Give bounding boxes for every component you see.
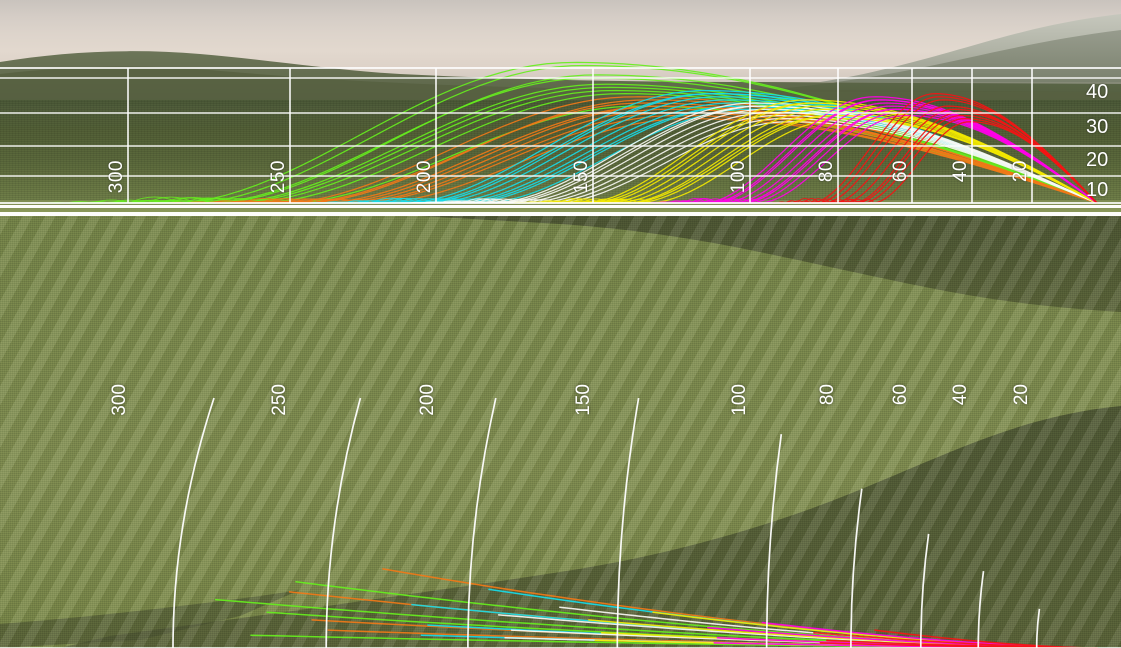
side-elevation-view: 300 250 200 150 100 80 60 40 20 40 30 20 10 — [0, 0, 1121, 212]
side-distance-label-300: 300 — [106, 160, 127, 194]
side-distance-label-150: 150 — [571, 160, 592, 194]
plan-distance-label-200: 200 — [417, 384, 438, 416]
distant-hills — [0, 14, 1121, 106]
side-height-label-10: 10 — [1086, 179, 1109, 201]
plan-shot-lines — [214, 568, 1098, 648]
side-distance-label-200: 200 — [414, 160, 435, 194]
plan-view-canvas — [0, 397, 1121, 648]
side-height-label-30: 30 — [1086, 116, 1109, 138]
side-height-label-20: 20 — [1086, 149, 1109, 171]
plan-distance-label-60: 60 — [890, 384, 911, 406]
side-height-label-40: 40 — [1086, 81, 1109, 103]
plan-distance-label-20: 20 — [1011, 384, 1032, 406]
plan-distance-label-100: 100 — [729, 384, 750, 416]
side-distance-label-80: 80 — [816, 160, 837, 183]
panel-divider — [0, 212, 1121, 217]
side-distance-label-60: 60 — [890, 160, 911, 183]
side-distance-label-250: 250 — [268, 160, 289, 194]
plan-distance-label-250: 250 — [269, 384, 290, 416]
plan-distance-label-300: 300 — [109, 384, 130, 416]
side-view-canvas — [0, 61, 1121, 204]
side-distance-label-20: 20 — [1010, 160, 1031, 183]
plan-distance-label-40: 40 — [950, 384, 971, 406]
side-distance-label-100: 100 — [728, 160, 749, 194]
panel-divider-upper — [0, 205, 1121, 208]
plan-distance-arcs — [0, 397, 1121, 648]
side-distance-label-40: 40 — [950, 160, 971, 183]
side-gridlines — [0, 67, 1121, 204]
plan-distance-label-150: 150 — [573, 384, 594, 416]
mowing-stripes — [0, 216, 1121, 648]
rough-areas — [0, 216, 1121, 648]
plan-distance-label-80: 80 — [817, 384, 838, 406]
plan-grass-texture — [0, 216, 1121, 648]
